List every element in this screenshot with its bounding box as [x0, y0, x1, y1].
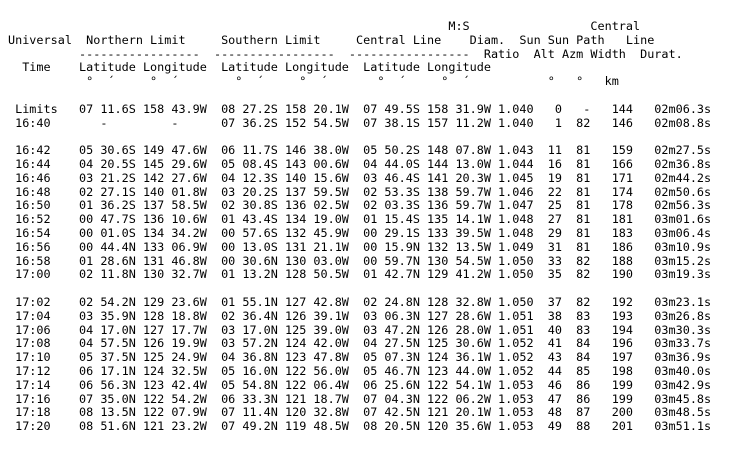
- table-row: 17:04 03 35.9N 128 18.8W 02 36.4N 126 39…: [8, 308, 712, 323]
- table-row: 16:54 00 01.0S 134 34.2W 00 57.6S 132 45…: [8, 225, 712, 240]
- header-line: ----------------- ----------------- ----…: [8, 46, 683, 61]
- table-row: 17:06 04 17.0N 127 17.7W 03 17.0N 125 39…: [8, 322, 712, 337]
- table-row: 16:48 02 27.1S 140 01.8W 03 20.2S 137 59…: [8, 184, 712, 199]
- table-row: 16:58 01 28.6N 131 46.8W 00 30.6N 130 03…: [8, 253, 712, 268]
- header-line: ° ´ ° ´ ° ´ ° ´ ° ´ ° ´ ° ° km: [8, 74, 619, 89]
- table-row: 16:52 00 47.7S 136 10.6W 01 43.4S 134 19…: [8, 212, 712, 227]
- eclipse-path-table: M:S Central Universal Northern Limit Sout…: [8, 19, 711, 434]
- table-row: 16:42 05 30.6S 149 47.6W 06 11.7S 146 38…: [8, 143, 712, 158]
- table-body: Limits 07 11.6S 158 43.9W 08 27.2S 158 2…: [8, 89, 711, 434]
- table-row: 17:14 06 56.3N 123 42.4W 05 54.8N 122 06…: [8, 377, 712, 392]
- table-row: 17:12 06 17.1N 124 32.5W 05 16.0N 122 56…: [8, 363, 712, 378]
- header-line: Universal Northern Limit Southern Limit …: [8, 32, 655, 47]
- table-row: 17:02 02 54.2N 129 23.6W 01 55.1N 127 42…: [8, 294, 712, 309]
- table-row: 16:40 - - 07 36.2S 152 54.5W 07 38.1S 15…: [8, 115, 712, 130]
- table-row: 17:16 07 35.0N 122 54.2W 06 33.3N 121 18…: [8, 391, 712, 406]
- table-row: 16:50 01 36.2S 137 58.5W 02 30.8S 136 02…: [8, 198, 712, 213]
- table-row: 16:56 00 44.4N 133 06.9W 00 13.0S 131 21…: [8, 239, 712, 254]
- table-row: 16:46 03 21.2S 142 27.6W 04 12.3S 140 15…: [8, 170, 712, 185]
- header-line: Time Latitude Longitude Latitude Longitu…: [8, 60, 491, 75]
- header-line: M:S Central: [8, 19, 641, 33]
- table-row: 17:20 08 51.6N 121 23.2W 07 49.2N 119 48…: [8, 419, 712, 434]
- table-row: 17:08 04 57.5N 126 19.9W 03 57.2N 124 42…: [8, 336, 712, 351]
- blank-row: [8, 89, 711, 103]
- blank-row: [8, 282, 711, 296]
- table-row: Limits 07 11.6S 158 43.9W 08 27.2S 158 2…: [8, 101, 712, 116]
- blank-row: [8, 130, 711, 144]
- table-row: 17:10 05 37.5N 125 24.9W 04 36.8N 123 47…: [8, 350, 712, 365]
- table-row: 17:00 02 11.8N 130 32.7W 01 13.2N 128 50…: [8, 267, 712, 282]
- table-row: 17:18 08 13.5N 122 07.9W 07 11.4N 120 32…: [8, 405, 712, 420]
- table-row: 16:44 04 20.5S 145 29.6W 05 08.4S 143 00…: [8, 156, 712, 171]
